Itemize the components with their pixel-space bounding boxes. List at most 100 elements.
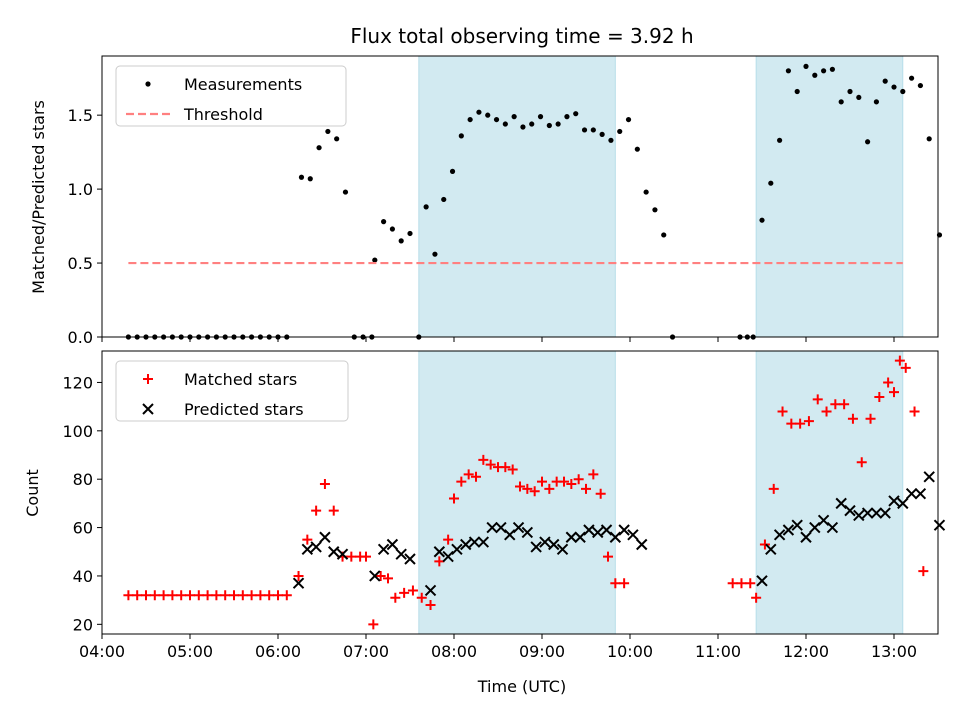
data-point xyxy=(399,587,410,598)
data-point xyxy=(548,538,560,551)
data-point xyxy=(821,406,832,417)
data-point xyxy=(176,590,187,601)
x-tick-label: 10:00 xyxy=(607,642,653,661)
data-point xyxy=(634,146,640,152)
data-point xyxy=(803,416,814,427)
data-point xyxy=(751,592,762,603)
legend-marker xyxy=(145,81,151,87)
data-point xyxy=(310,541,322,553)
data-point xyxy=(478,454,489,465)
data-point xyxy=(838,99,844,105)
data-point xyxy=(786,418,797,429)
data-point xyxy=(407,230,413,237)
data-point xyxy=(389,226,395,232)
data-point xyxy=(856,94,862,101)
data-point xyxy=(529,486,540,497)
data-point xyxy=(643,189,649,195)
data-point xyxy=(298,174,305,180)
data-point xyxy=(573,474,584,485)
y-tick-label: 1.0 xyxy=(68,180,93,199)
data-point xyxy=(386,538,399,551)
data-point xyxy=(395,548,407,560)
data-point xyxy=(477,536,490,548)
data-point xyxy=(319,531,331,543)
data-point xyxy=(595,488,606,499)
top-ylabel: Matched/Predicted stars xyxy=(29,100,48,294)
data-point xyxy=(185,590,195,601)
data-point xyxy=(544,483,555,494)
chart-title: Flux total observing time = 3.92 h xyxy=(350,24,693,48)
data-point xyxy=(617,128,623,135)
data-point xyxy=(485,459,496,470)
data-point xyxy=(476,109,482,115)
data-point xyxy=(273,590,283,601)
data-point xyxy=(812,72,818,78)
data-point xyxy=(652,207,658,213)
data-point xyxy=(874,391,885,402)
data-point xyxy=(559,476,569,487)
data-point xyxy=(556,543,569,556)
observing-window-1 xyxy=(418,55,616,338)
x-tick-label: 11:00 xyxy=(695,642,741,661)
y-tick-label: 80 xyxy=(73,470,93,489)
observing-window-2 xyxy=(755,55,904,338)
legend-label: Matched stars xyxy=(184,370,297,389)
data-point xyxy=(433,546,446,558)
data-point xyxy=(463,469,474,480)
data-point xyxy=(883,377,894,388)
data-point xyxy=(442,550,454,563)
data-point xyxy=(292,577,305,589)
data-point xyxy=(817,514,830,527)
legend: Measurements Threshold xyxy=(115,65,347,127)
data-point xyxy=(566,479,577,490)
data-point xyxy=(773,529,786,541)
data-point xyxy=(211,590,222,601)
data-point xyxy=(889,387,899,398)
data-point xyxy=(847,88,853,95)
data-point xyxy=(372,257,378,263)
data-point xyxy=(158,590,169,601)
data-point xyxy=(255,590,266,601)
data-point xyxy=(768,180,774,186)
data-point xyxy=(407,585,418,596)
data-point xyxy=(856,457,867,468)
data-point xyxy=(794,88,800,95)
data-point xyxy=(565,531,578,543)
data-point xyxy=(736,578,747,589)
legend-marker xyxy=(143,374,153,384)
data-point xyxy=(512,521,525,534)
data-point xyxy=(891,84,897,90)
data-point xyxy=(293,570,304,581)
data-point xyxy=(829,66,836,72)
y-tick-label: 0.0 xyxy=(68,328,93,347)
data-point xyxy=(307,176,313,182)
legend-marker xyxy=(142,403,154,415)
data-point xyxy=(302,534,313,545)
data-point xyxy=(926,136,932,142)
data-point xyxy=(592,526,604,539)
data-point xyxy=(727,578,738,589)
data-point xyxy=(618,524,630,536)
data-point xyxy=(361,551,371,562)
legend-box xyxy=(115,360,349,422)
data-point xyxy=(493,116,500,123)
x-tick-label: 08:00 xyxy=(431,642,477,661)
data-point xyxy=(610,578,621,589)
flux-ratio-panel: 0.0 0.5 1.0 1.5 Measurements Threshold xyxy=(68,55,943,347)
data-point xyxy=(167,590,178,601)
data-point xyxy=(237,590,248,601)
data-point xyxy=(765,543,777,556)
data-point xyxy=(573,111,579,117)
data-point xyxy=(123,590,134,601)
data-point xyxy=(791,519,803,531)
data-point xyxy=(537,476,547,487)
y-tick-label: 120 xyxy=(62,373,93,392)
data-point xyxy=(581,127,588,133)
data-point xyxy=(777,137,783,143)
data-point xyxy=(627,529,639,541)
data-point xyxy=(316,145,322,151)
data-point xyxy=(865,413,876,424)
x-tick-label: 05:00 xyxy=(167,642,213,661)
data-point xyxy=(917,82,924,89)
